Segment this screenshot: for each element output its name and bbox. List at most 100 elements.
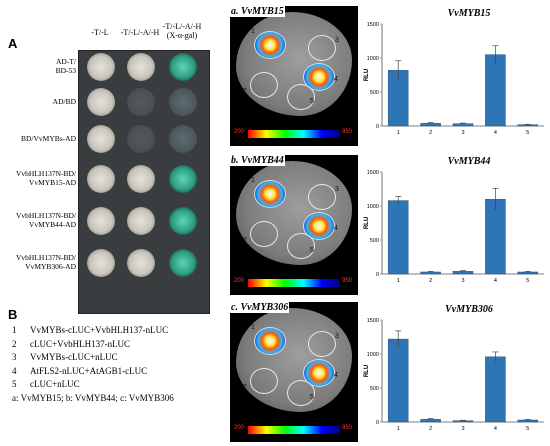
- legend-text: VvMYBs-cLUC+nLUC: [30, 352, 118, 362]
- legend-number: 4: [12, 365, 17, 376]
- luciferase-panel: 1 2 3 4 5 c. VvMYB306 200 950: [230, 302, 358, 442]
- bar: [387, 338, 409, 423]
- spot-label: 2: [243, 384, 247, 391]
- y-tick-label: 0: [376, 420, 379, 426]
- legend-number: 1: [12, 325, 17, 335]
- luc-colour-scale: [248, 130, 340, 138]
- scale-low-label: 200: [234, 425, 245, 431]
- spot-label: 1: [251, 177, 255, 184]
- y-tick-label: 500: [370, 238, 379, 244]
- luc-empty-spot: [287, 233, 315, 259]
- yeast-colony: [87, 249, 115, 277]
- yeast-colony: [169, 249, 197, 277]
- x-tick-label: 2: [429, 130, 432, 136]
- luc-empty-spot: [308, 184, 336, 210]
- yeast-row-label-line: VvbHLH137N-BD/: [16, 211, 76, 220]
- yeast-colony: [169, 88, 197, 116]
- spot-label: 5: [310, 98, 314, 105]
- legend-row: 3 VvMYBs-cLUC+nLUC: [12, 352, 118, 363]
- luc-panel-title: b. VvMYB44: [230, 155, 285, 166]
- spot-label: 5: [310, 394, 314, 401]
- legend-row: 1 VvMYBs-cLUC+VvbHLH137-nLUC: [12, 325, 168, 336]
- bar-chart: VvMYB44 RLU 0 500 1000 1500 1 2 3 4 5: [364, 156, 544, 284]
- yeast-column-header: -T/-L/-A/-H (X-α-gal): [162, 22, 202, 40]
- yeast-colony: [127, 53, 155, 81]
- yeast-colony: [87, 207, 115, 235]
- panel-b-letter: B: [8, 307, 18, 322]
- luc-signal-spot: [254, 180, 286, 208]
- luc-empty-spot: [250, 72, 278, 98]
- luciferase-panel: 1 2 3 4 5 a. VvMYB15 200 950: [230, 6, 358, 146]
- legend-text: cLUC+VvbHLH137-nLUC: [30, 338, 131, 349]
- yeast-row-label-line: BD-53: [55, 66, 76, 75]
- x-tick-label: 3: [461, 130, 464, 136]
- yeast-row-label-line: VvbHLH137N-BD/: [16, 253, 76, 262]
- luc-colour-scale: [248, 279, 340, 287]
- yeast-colony: [87, 125, 115, 153]
- y-tick-label: 1500: [367, 22, 379, 28]
- scale-high-label: 950: [342, 425, 353, 431]
- luc-panel-title: a. VvMYB15: [230, 6, 285, 17]
- spot-label: 1: [251, 28, 255, 35]
- spot-label: 3: [335, 37, 339, 44]
- yeast-row-label: AD/BD: [2, 97, 76, 106]
- yeast-colony: [169, 125, 197, 153]
- y-tick-label: 0: [376, 124, 379, 130]
- y-tick-label: 0: [376, 272, 379, 278]
- yeast-column-header: -T/-L/-A/-H: [120, 28, 160, 37]
- bar: [485, 356, 506, 423]
- luc-panel-title: c. VvMYB306: [230, 302, 290, 313]
- x-tick-label: 5: [526, 130, 529, 136]
- spot-label: 2: [243, 237, 247, 244]
- yeast-row-label-line: VvbHLH137N-BD/: [16, 169, 76, 178]
- luc-signal-spot: [254, 31, 286, 59]
- legend-row: 4 AtFLS2-nLUC+AtAGB1-cLUC: [12, 366, 147, 377]
- x-tick-label: 1: [397, 278, 400, 284]
- x-tick-label: 5: [526, 426, 529, 432]
- yeast-colony: [87, 53, 115, 81]
- legend-row: 2 cLUC+VvbHLH137-nLUC: [12, 339, 130, 350]
- yeast-colony: [127, 249, 155, 277]
- luc-empty-spot: [287, 380, 315, 406]
- legend-text: VvMYBs-cLUC+VvbHLH137-nLUC: [30, 325, 169, 335]
- yeast-colony: [169, 207, 197, 235]
- luc-empty-spot: [250, 368, 278, 394]
- yeast-colony: [87, 88, 115, 116]
- luc-empty-spot: [308, 331, 336, 357]
- spot-label: 5: [310, 247, 314, 254]
- legend-key-line: a: VvMYB15; b: VvMYB44; c: VvMYB306: [12, 392, 174, 403]
- yeast-plate-grid: [78, 50, 210, 314]
- luciferase-panel: 1 2 3 4 5 b. VvMYB44 200 950: [230, 155, 358, 295]
- bar-chart: VvMYB15 RLU 0 500 1000 1500 1 2 3 4 5: [364, 8, 544, 136]
- chart-title: VvMYB15: [448, 8, 491, 19]
- legend-row: 5 cLUC+nLUC: [12, 379, 80, 390]
- x-tick-label: 4: [494, 278, 497, 284]
- yeast-colony: [127, 88, 155, 116]
- legend-text: AtFLS2-nLUC+AtAGB1-cLUC: [30, 365, 148, 376]
- spot-label: 4: [334, 372, 338, 379]
- x-tick-label: 1: [397, 426, 400, 432]
- yeast-column-header: -T/-L: [91, 28, 109, 37]
- x-tick-label: 2: [429, 426, 432, 432]
- y-axis-label: RLU: [364, 69, 370, 81]
- x-tick-label: 4: [494, 130, 497, 136]
- luc-colour-scale: [248, 426, 340, 434]
- luc-empty-spot: [308, 35, 336, 61]
- y-tick-label: 1000: [367, 352, 379, 358]
- luc-empty-spot: [250, 221, 278, 247]
- scale-low-label: 200: [234, 278, 245, 284]
- luc-empty-spot: [287, 84, 315, 110]
- yeast-row-label: VvbHLH137N-BD/VvMYB15-AD: [2, 169, 76, 187]
- x-tick-label: 5: [526, 278, 529, 284]
- spot-label: 3: [335, 186, 339, 193]
- yeast-row-label: BD/VvMYBs-AD: [2, 134, 76, 143]
- legend-number: 2: [12, 338, 17, 349]
- yeast-colony: [127, 165, 155, 193]
- luc-signal-spot: [254, 327, 286, 355]
- yeast-row-label: VvbHLH137N-BD/VvMYB44-AD: [2, 211, 76, 229]
- yeast-colony: [169, 165, 197, 193]
- chart-title: VvMYB44: [448, 156, 491, 167]
- spot-label: 3: [335, 333, 339, 340]
- bar: [485, 54, 506, 127]
- y-tick-label: 1000: [367, 56, 379, 62]
